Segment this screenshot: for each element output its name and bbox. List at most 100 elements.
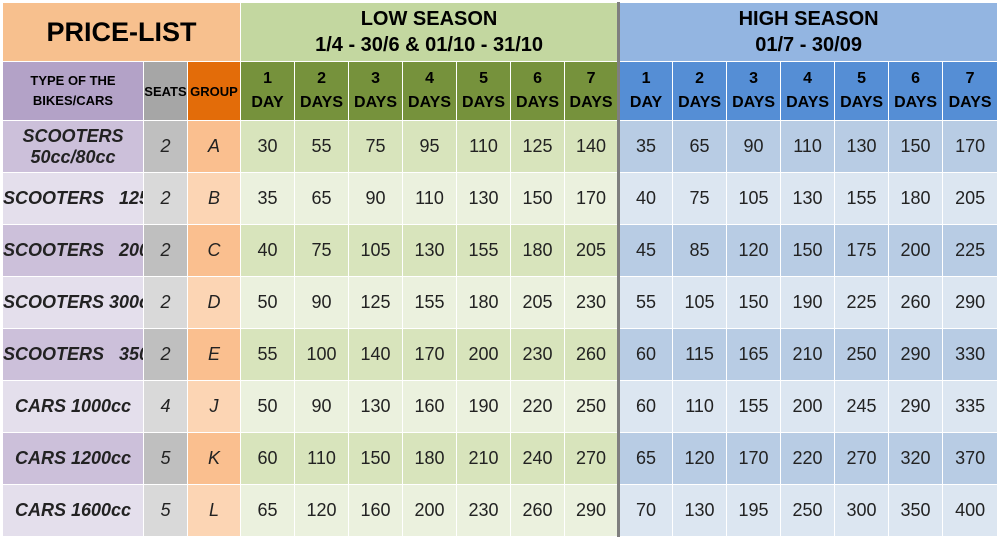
vehicle-type-cell: SCOOTERS 350cc xyxy=(2,328,144,381)
vehicle-type-cell: SCOOTERS 300cc xyxy=(2,276,144,329)
high-season-price-cell: 85 xyxy=(672,224,728,277)
high-season-price-cell: 400 xyxy=(942,484,999,537)
seats-cell: 2 xyxy=(143,120,188,173)
low-season-price-cell: 130 xyxy=(402,224,458,277)
low-season-price-cell: 90 xyxy=(294,276,350,329)
low-season-price-cell: 130 xyxy=(456,172,512,225)
low-season-price-cell: 200 xyxy=(402,484,458,537)
low-season-price-cell: 205 xyxy=(564,224,620,277)
high-season-price-cell: 190 xyxy=(780,276,836,329)
high-season-price-cell: 130 xyxy=(780,172,836,225)
low-season-price-cell: 140 xyxy=(348,328,404,381)
low-season-price-cell: 200 xyxy=(456,328,512,381)
high-season-price-cell: 170 xyxy=(726,432,782,485)
high-season-day-4-header: 4 DAYS xyxy=(780,61,836,121)
seats-cell: 2 xyxy=(143,328,188,381)
vehicle-type-line1: SCOOTERS 300cc xyxy=(3,292,144,312)
high-season-day-2-header: 2 DAYS xyxy=(672,61,728,121)
low-season-price-cell: 180 xyxy=(456,276,512,329)
high-season-price-cell: 175 xyxy=(834,224,890,277)
low-season-price-cell: 210 xyxy=(456,432,512,485)
high-season-price-cell: 335 xyxy=(942,380,999,433)
high-season-price-cell: 120 xyxy=(672,432,728,485)
group-cell: E xyxy=(186,328,242,381)
low-season-price-cell: 75 xyxy=(348,120,404,173)
vehicle-type-cell: SCOOTERS 200cc xyxy=(2,224,144,277)
high-season-price-cell: 120 xyxy=(726,224,782,277)
seats-cell: 5 xyxy=(143,432,188,485)
day-unit: DAYS xyxy=(732,94,776,111)
high-season-price-cell: 260 xyxy=(888,276,944,329)
low-season-price-cell: 50 xyxy=(240,276,296,329)
low-season-price-cell: 230 xyxy=(510,328,566,381)
high-season-price-cell: 45 xyxy=(617,224,674,277)
high-season-price-cell: 40 xyxy=(617,172,674,225)
seats-cell: 2 xyxy=(143,172,188,225)
low-season-price-cell: 155 xyxy=(402,276,458,329)
day-unit: DAY xyxy=(251,94,284,111)
low-season-price-cell: 170 xyxy=(402,328,458,381)
low-season-day-7-header: 7 DAYS xyxy=(564,61,620,121)
low-season-price-cell: 110 xyxy=(402,172,458,225)
high-season-price-cell: 60 xyxy=(617,328,674,381)
type-header-line1: TYPE OF THE xyxy=(30,73,116,88)
seats-cell: 2 xyxy=(143,224,188,277)
low-season-day-1-header: 1 DAY xyxy=(240,61,296,121)
day-unit: DAYS xyxy=(948,94,992,111)
low-season-price-cell: 250 xyxy=(564,380,620,433)
high-season-day-7-header: 7 DAYS xyxy=(942,61,999,121)
low-season-day-2-header: 2 DAYS xyxy=(294,61,350,121)
low-season-dates: 1/4 - 30/6 & 01/10 - 31/10 xyxy=(315,34,544,56)
high-season-price-cell: 130 xyxy=(834,120,890,173)
low-season-price-cell: 35 xyxy=(240,172,296,225)
vehicle-type-line1: CARS 1000cc xyxy=(14,396,132,416)
high-season-price-cell: 170 xyxy=(942,120,999,173)
high-season-price-cell: 370 xyxy=(942,432,999,485)
table-row: CARS 1200cc 5 K 60 110 150 180 210 240 270 65 120 17… xyxy=(2,432,999,485)
high-season-price-cell: 75 xyxy=(672,172,728,225)
high-season-price-cell: 155 xyxy=(726,380,782,433)
page-title: PRICE-LIST xyxy=(1,2,242,62)
high-season-header: HIGH SEASON 01/7 - 30/09 xyxy=(617,2,999,62)
low-season-price-cell: 125 xyxy=(510,120,566,173)
day-unit: DAYS xyxy=(786,94,830,111)
high-season-price-cell: 150 xyxy=(726,276,782,329)
day-count: 3 xyxy=(371,70,380,87)
day-unit: DAYS xyxy=(408,94,452,111)
high-season-price-cell: 300 xyxy=(834,484,890,537)
low-season-price-cell: 205 xyxy=(510,276,566,329)
high-season-price-cell: 250 xyxy=(780,484,836,537)
low-season-price-cell: 65 xyxy=(294,172,350,225)
low-season-price-cell: 30 xyxy=(240,120,296,173)
low-season-price-cell: 290 xyxy=(564,484,620,537)
low-season-price-cell: 55 xyxy=(294,120,350,173)
high-season-price-cell: 165 xyxy=(726,328,782,381)
vehicle-type-cell: CARS 1000cc xyxy=(2,380,144,433)
high-season-label: HIGH SEASON xyxy=(738,8,879,30)
low-season-price-cell: 50 xyxy=(240,380,296,433)
high-season-price-cell: 65 xyxy=(617,432,674,485)
low-season-price-cell: 95 xyxy=(402,120,458,173)
high-season-price-cell: 200 xyxy=(888,224,944,277)
vehicle-type-line1: SCOOTERS xyxy=(22,125,124,146)
group-column-header: GROUP xyxy=(186,61,242,121)
high-season-price-cell: 90 xyxy=(726,120,782,173)
low-season-day-6-header: 6 DAYS xyxy=(510,61,566,121)
high-season-price-cell: 225 xyxy=(834,276,890,329)
high-season-dates: 01/7 - 30/09 xyxy=(755,34,862,56)
low-season-price-cell: 120 xyxy=(294,484,350,537)
vehicle-type-line1: SCOOTERS 350cc xyxy=(3,344,143,364)
low-season-price-cell: 125 xyxy=(348,276,404,329)
high-season-price-cell: 180 xyxy=(888,172,944,225)
price-list-table: PRICE-LIST LOW SEASON 1/4 - 30/6 & 01/10… xyxy=(1,2,999,537)
high-season-price-cell: 270 xyxy=(834,432,890,485)
high-season-price-cell: 55 xyxy=(617,276,674,329)
day-unit: DAYS xyxy=(354,94,398,111)
group-cell: B xyxy=(186,172,242,225)
low-season-price-cell: 160 xyxy=(348,484,404,537)
type-header-line2: BIKES/CARS xyxy=(32,93,114,108)
low-season-price-cell: 65 xyxy=(240,484,296,537)
seats-cell: 2 xyxy=(143,276,188,329)
high-season-price-cell: 220 xyxy=(780,432,836,485)
high-season-price-cell: 210 xyxy=(780,328,836,381)
